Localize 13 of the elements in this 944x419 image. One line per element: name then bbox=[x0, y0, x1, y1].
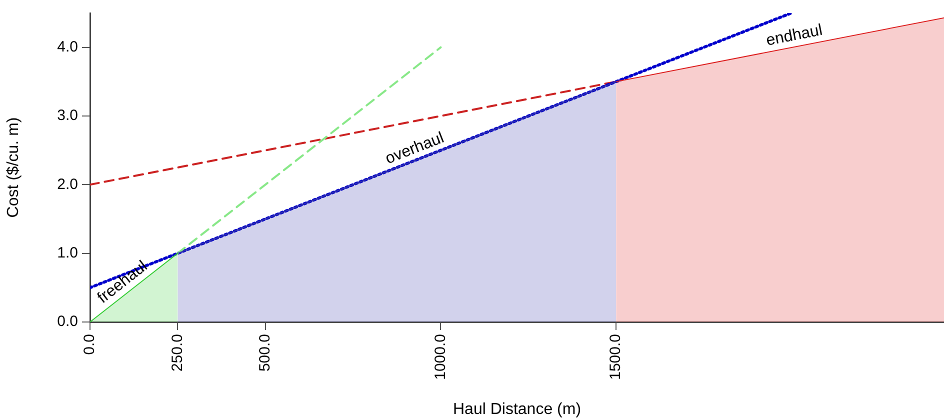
x-tick-label: 0.0 bbox=[81, 334, 98, 355]
annotation: endhaul bbox=[764, 22, 824, 50]
y-axis-title: Cost ($/cu. m) bbox=[5, 117, 22, 218]
y-tick-label: 0.0 bbox=[57, 313, 78, 330]
y-tick-label: 3.0 bbox=[57, 107, 78, 124]
x-tick-label: 250.0 bbox=[168, 334, 186, 372]
x-axis-title: Haul Distance (m) bbox=[452, 400, 582, 418]
x-tick-label: 1000.0 bbox=[432, 334, 449, 380]
y-tick-label: 2.0 bbox=[57, 176, 78, 193]
y-tick-label: 4.0 bbox=[57, 38, 78, 56]
x-tick-label: 1500.0 bbox=[607, 334, 624, 380]
x-tick-label: 500.0 bbox=[256, 334, 274, 372]
y-tick-label: 1.0 bbox=[57, 244, 78, 262]
